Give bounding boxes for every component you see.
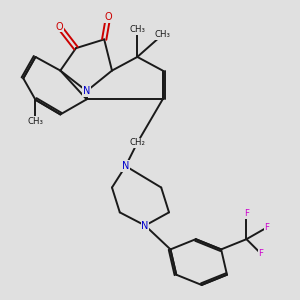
Text: F: F [244, 209, 249, 218]
Text: F: F [264, 223, 269, 232]
Text: N: N [141, 220, 149, 230]
Text: CH₃: CH₃ [28, 117, 43, 126]
Text: CH₂: CH₂ [129, 138, 145, 147]
Text: CH₃: CH₃ [155, 30, 171, 39]
Text: CH₃: CH₃ [129, 25, 145, 34]
Text: O: O [56, 22, 63, 32]
Text: F: F [259, 249, 264, 258]
Text: N: N [83, 86, 90, 96]
Text: O: O [104, 12, 112, 22]
Text: N: N [122, 161, 129, 171]
